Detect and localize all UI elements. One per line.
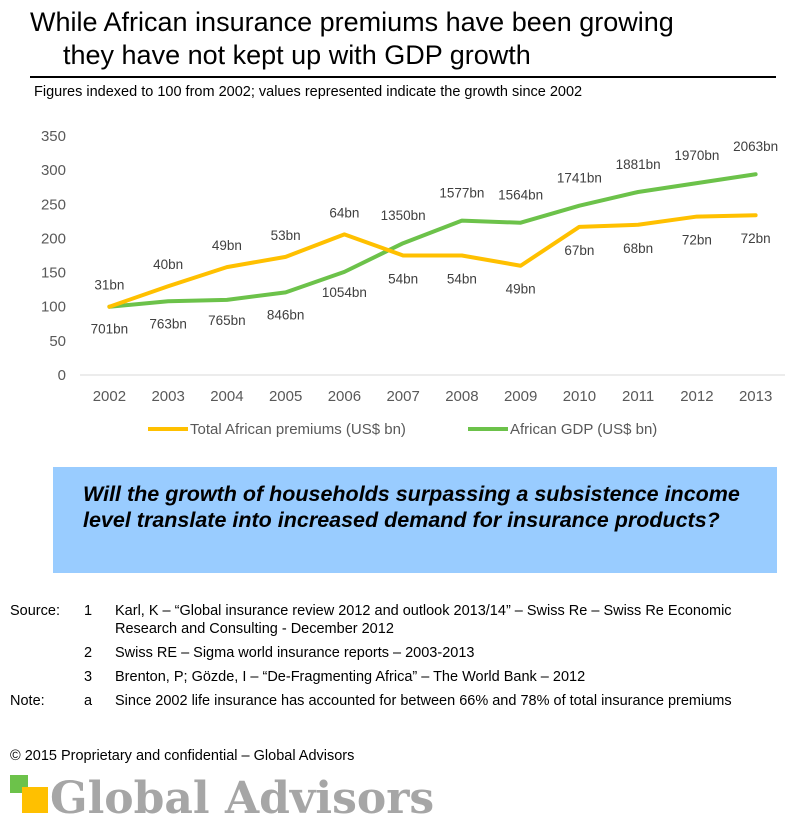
note-text: Karl, K – “Global insurance review 2012 … (115, 603, 732, 637)
data-label-gdp: 1970bn (674, 148, 719, 163)
note-label: Note: (10, 693, 45, 709)
legend-label: Total African premiums (US$ bn) (190, 421, 406, 438)
logo-wordmark: Global Advisors (50, 773, 435, 824)
note-number: 1 (84, 603, 93, 619)
data-label-premiums: 54bn (447, 272, 477, 287)
data-label-premiums: 72bn (682, 233, 712, 248)
x-tick-label: 2004 (210, 388, 243, 405)
note-number: a (84, 693, 93, 709)
source-notes: Source: 1 Karl, K – “Global insurance revi… (10, 602, 780, 716)
legend-label: African GDP (US$ bn) (510, 421, 657, 438)
logo-yellow-square (22, 787, 48, 813)
data-label-premiums: 67bn (564, 243, 594, 258)
x-tick-label: 2008 (445, 388, 478, 405)
data-label-premiums: 64bn (329, 205, 359, 220)
title-line-1: While African insurance premiums have be… (30, 7, 674, 37)
note-number: 2 (84, 645, 93, 661)
y-tick-label: 100 (41, 299, 66, 316)
y-tick-label: 150 (41, 265, 66, 282)
x-tick-label: 2007 (386, 388, 419, 405)
data-label-premiums: 68bn (623, 241, 653, 256)
data-label-gdp: 1881bn (616, 157, 661, 172)
data-label-premiums: 49bn (506, 282, 536, 297)
y-tick-label: 300 (41, 162, 66, 179)
data-label-gdp: 846bn (267, 307, 305, 322)
y-tick-label: 350 (41, 128, 66, 145)
note-label (10, 644, 84, 662)
y-tick-label: 250 (41, 196, 66, 213)
data-label-gdp: 1564bn (498, 188, 543, 203)
note-row: 3 Brenton, P; Gözde, I – “De-Fragmenting … (10, 668, 780, 686)
data-label-premiums: 31bn (94, 278, 124, 293)
data-label-gdp: 765bn (208, 313, 246, 328)
y-tick-label: 0 (58, 367, 66, 384)
data-label-gdp: 1054bn (322, 285, 367, 300)
note-number: 3 (84, 669, 93, 685)
data-label-gdp: 1577bn (439, 186, 484, 201)
data-label-gdp: 2063bn (733, 139, 778, 154)
x-tick-label: 2006 (328, 388, 361, 405)
line-chart: 0 50 100 150 200 250 300 350 2002 2003 2004 2005 200… (41, 128, 785, 438)
data-label-gdp: 763bn (149, 316, 187, 331)
note-row: 2 Swiss RE – Sigma world insurance report… (10, 644, 780, 662)
note-row: Source: 1 Karl, K – “Global insurance revi… (10, 602, 780, 638)
note-text: Brenton, P; Gözde, I – “De-Fragmenting A… (115, 669, 586, 685)
data-label-premiums: 72bn (741, 231, 771, 246)
page-title: While African insurance premiums have be… (30, 6, 780, 72)
data-label-premiums: 49bn (212, 238, 242, 253)
company-logo: Global Advisors (10, 773, 480, 831)
data-label-gdp: 701bn (91, 322, 129, 337)
data-label-gdp: 1350bn (381, 208, 426, 223)
x-tick-label: 2009 (504, 388, 537, 405)
x-tick-label: 2010 (563, 388, 596, 405)
note-label (10, 668, 84, 686)
x-tick-label: 2003 (151, 388, 184, 405)
data-label-premiums: 54bn (388, 272, 418, 287)
data-label-premiums: 53bn (271, 228, 301, 243)
data-label-premiums: 40bn (153, 257, 183, 272)
x-tick-label: 2005 (269, 388, 302, 405)
chart-subtitle: Figures indexed to 100 from 2002; values… (34, 84, 583, 100)
x-tick-label: 2013 (739, 388, 772, 405)
note-label: Source: (10, 603, 60, 619)
data-label-gdp: 1741bn (557, 171, 602, 186)
x-tick-label: 2012 (680, 388, 713, 405)
y-tick-label: 200 (41, 230, 66, 247)
callout-question: Will the growth of households surpassing… (53, 467, 777, 573)
series-line-gdp (107, 172, 758, 309)
note-text: Swiss RE – Sigma world insurance reports… (115, 645, 475, 661)
series-line-premiums (107, 213, 758, 309)
copyright-text: © 2015 Proprietary and confidential – Gl… (10, 748, 355, 764)
note-row: Note: a Since 2002 life insurance has acco… (10, 692, 780, 710)
note-text: Since 2002 life insurance has accounted … (115, 693, 732, 709)
x-tick-label: 2011 (622, 388, 654, 405)
x-tick-label: 2002 (93, 388, 126, 405)
title-line-2: they have not kept up with GDP growth (63, 40, 531, 70)
y-tick-label: 50 (49, 333, 66, 350)
title-divider (30, 76, 776, 78)
